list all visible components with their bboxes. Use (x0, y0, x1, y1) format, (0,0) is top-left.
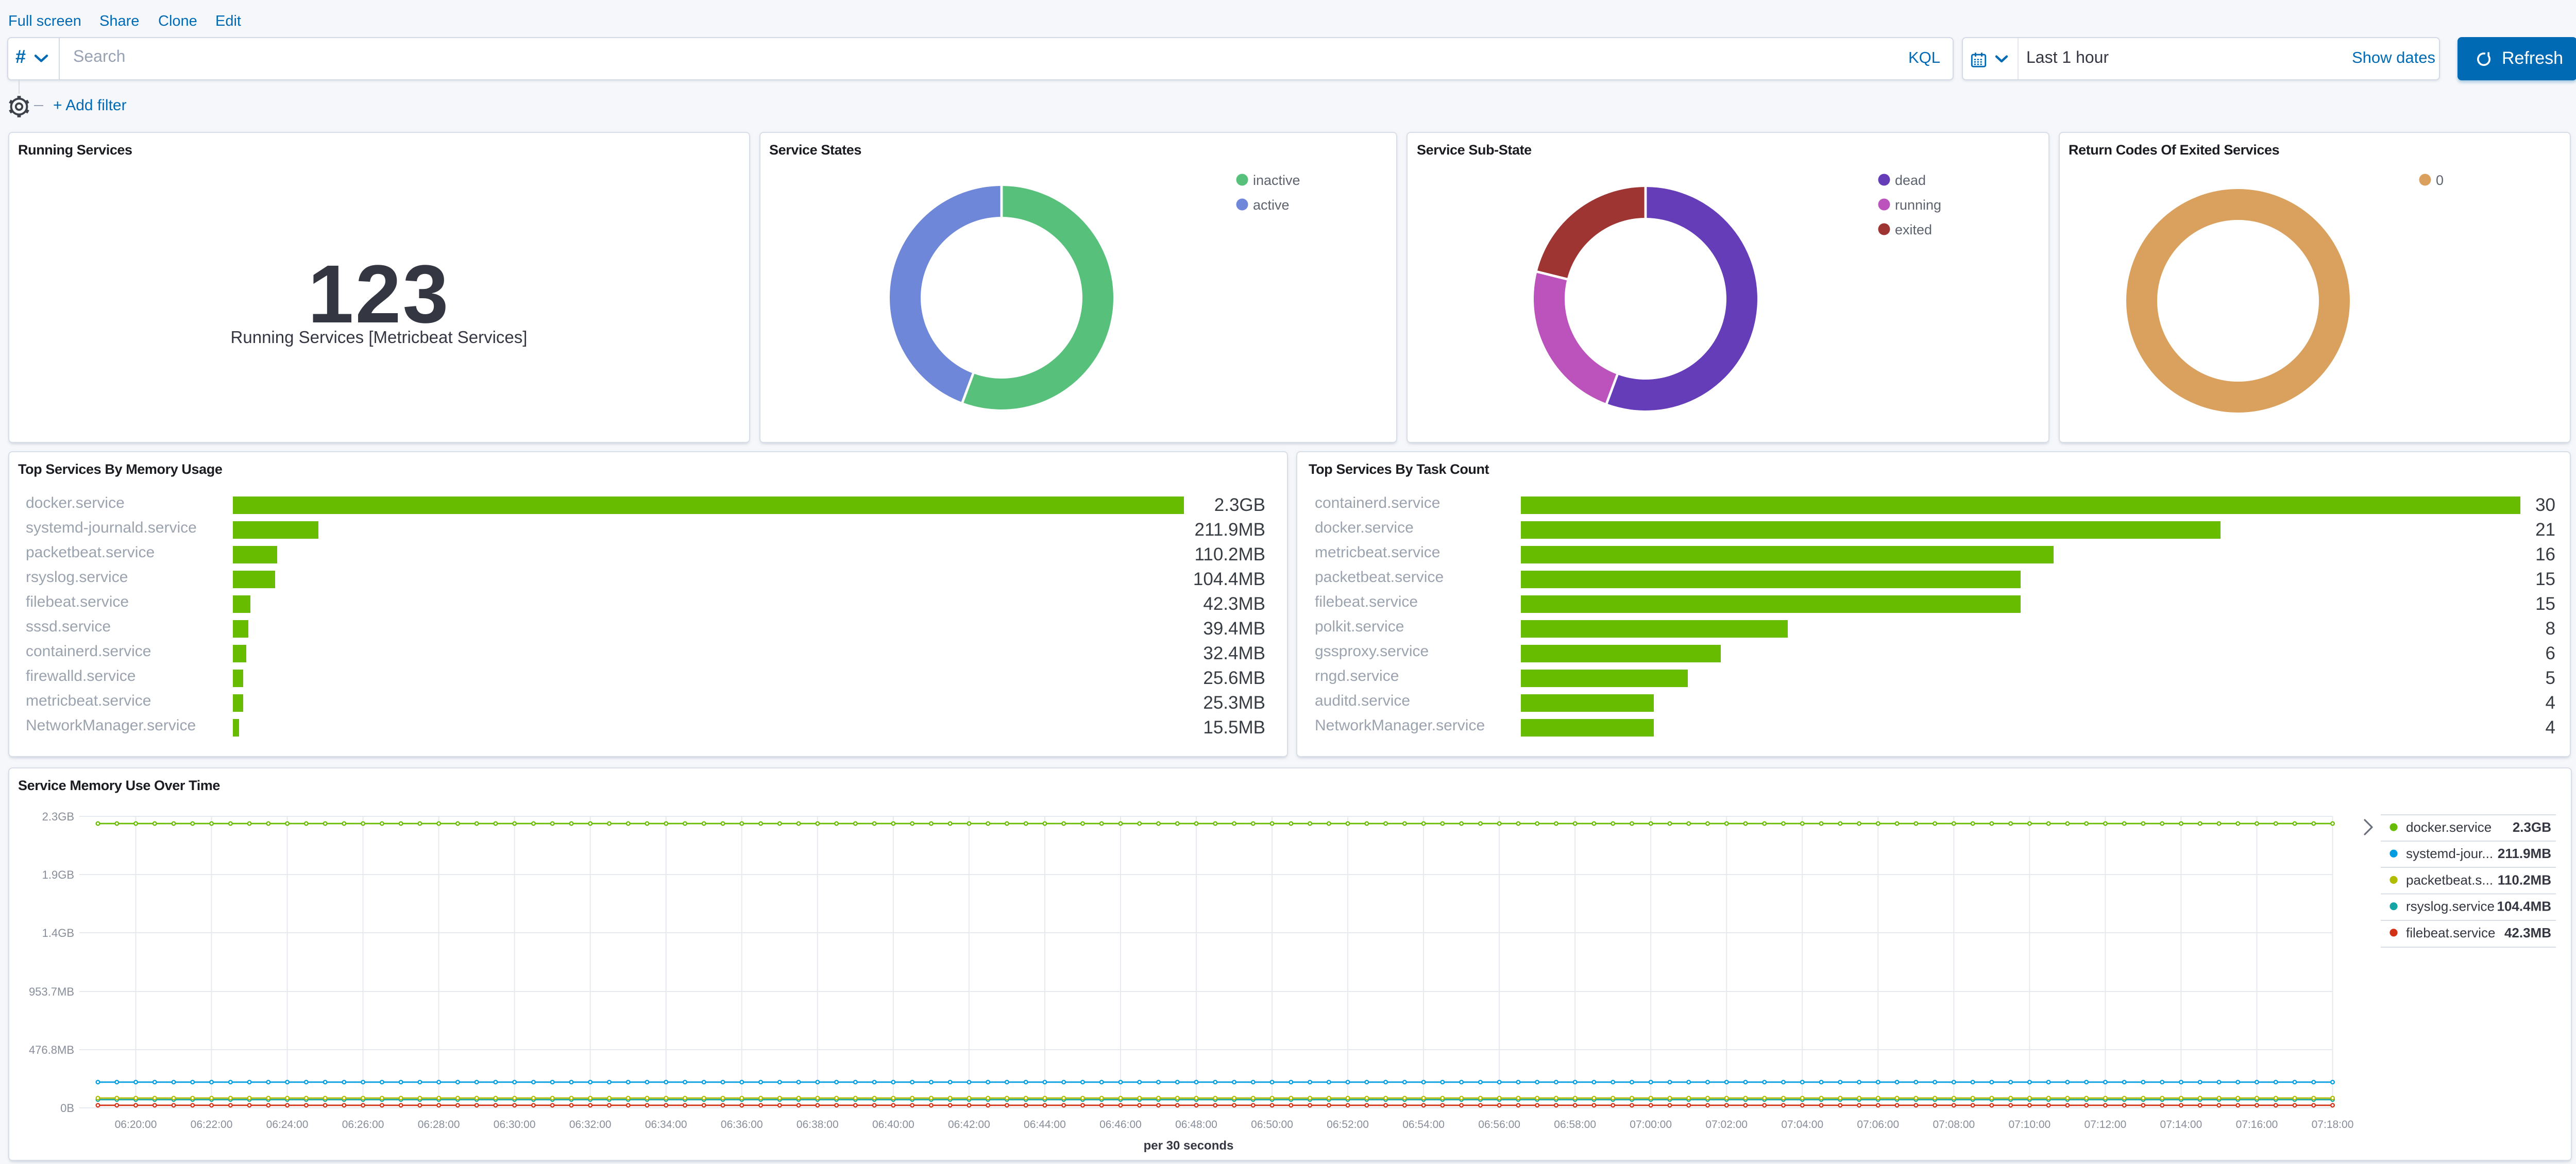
svg-text:inactive: inactive (1252, 172, 1300, 187)
svg-text:0B: 0B (60, 1101, 74, 1114)
svg-text:06:42:00: 06:42:00 (947, 1118, 990, 1130)
svg-text:1.4GB: 1.4GB (42, 926, 74, 939)
svg-text:07:02:00: 07:02:00 (1705, 1118, 1747, 1130)
svg-text:06:56:00: 06:56:00 (1478, 1118, 1520, 1130)
svg-text:2.3GB: 2.3GB (42, 810, 74, 823)
svg-text:rsyslog.service: rsyslog.service (2405, 898, 2494, 914)
svg-text:06:24:00: 06:24:00 (266, 1118, 308, 1130)
svg-text:06:34:00: 06:34:00 (645, 1118, 687, 1130)
svg-text:06:30:00: 06:30:00 (493, 1118, 535, 1130)
svg-text:06:52:00: 06:52:00 (1326, 1118, 1368, 1130)
svg-text:06:54:00: 06:54:00 (1402, 1118, 1444, 1130)
svg-text:06:26:00: 06:26:00 (342, 1118, 384, 1130)
svg-text:filebeat.service: filebeat.service (2405, 925, 2495, 940)
svg-text:104.4MB: 104.4MB (2497, 898, 2551, 914)
svg-text:per 30 seconds: per 30 seconds (1143, 1138, 1233, 1152)
svg-text:06:20:00: 06:20:00 (114, 1118, 157, 1130)
svg-text:06:58:00: 06:58:00 (1553, 1118, 1596, 1130)
svg-text:07:18:00: 07:18:00 (2311, 1118, 2353, 1130)
svg-text:953.7MB: 953.7MB (28, 985, 74, 998)
svg-text:07:06:00: 07:06:00 (1856, 1118, 1899, 1130)
svg-text:06:48:00: 06:48:00 (1175, 1118, 1217, 1130)
svg-text:2.3GB: 2.3GB (2512, 819, 2551, 834)
svg-text:systemd-jour...: systemd-jour... (2405, 845, 2493, 861)
svg-text:06:44:00: 06:44:00 (1023, 1118, 1065, 1130)
svg-text:1.9GB: 1.9GB (42, 868, 74, 881)
svg-text:packetbeat.s...: packetbeat.s... (2405, 871, 2493, 887)
svg-text:06:46:00: 06:46:00 (1099, 1118, 1141, 1130)
svg-text:06:40:00: 06:40:00 (872, 1118, 914, 1130)
svg-text:exited: exited (1895, 221, 1932, 237)
svg-text:07:00:00: 07:00:00 (1629, 1118, 1671, 1130)
svg-text:07:04:00: 07:04:00 (1781, 1118, 1823, 1130)
svg-text:06:50:00: 06:50:00 (1250, 1118, 1293, 1130)
svg-text:active: active (1252, 197, 1289, 212)
svg-text:dead: dead (1895, 172, 1926, 187)
svg-text:docker.service: docker.service (2405, 819, 2491, 834)
svg-text:06:38:00: 06:38:00 (796, 1118, 838, 1130)
svg-text:07:08:00: 07:08:00 (1932, 1118, 1974, 1130)
svg-text:42.3MB: 42.3MB (2504, 925, 2551, 940)
svg-text:06:22:00: 06:22:00 (190, 1118, 232, 1130)
svg-text:07:10:00: 07:10:00 (2008, 1118, 2050, 1130)
svg-text:110.2MB: 110.2MB (2497, 871, 2551, 887)
svg-text:211.9MB: 211.9MB (2497, 845, 2551, 861)
svg-text:running: running (1895, 197, 1941, 212)
svg-text:07:12:00: 07:12:00 (2084, 1118, 2126, 1130)
svg-text:07:14:00: 07:14:00 (2160, 1118, 2202, 1130)
svg-text:07:16:00: 07:16:00 (2235, 1118, 2278, 1130)
svg-text:06:36:00: 06:36:00 (720, 1118, 762, 1130)
svg-text:0: 0 (2435, 172, 2443, 187)
svg-text:476.8MB: 476.8MB (28, 1043, 74, 1056)
svg-text:06:32:00: 06:32:00 (569, 1118, 611, 1130)
svg-text:06:28:00: 06:28:00 (417, 1118, 460, 1130)
